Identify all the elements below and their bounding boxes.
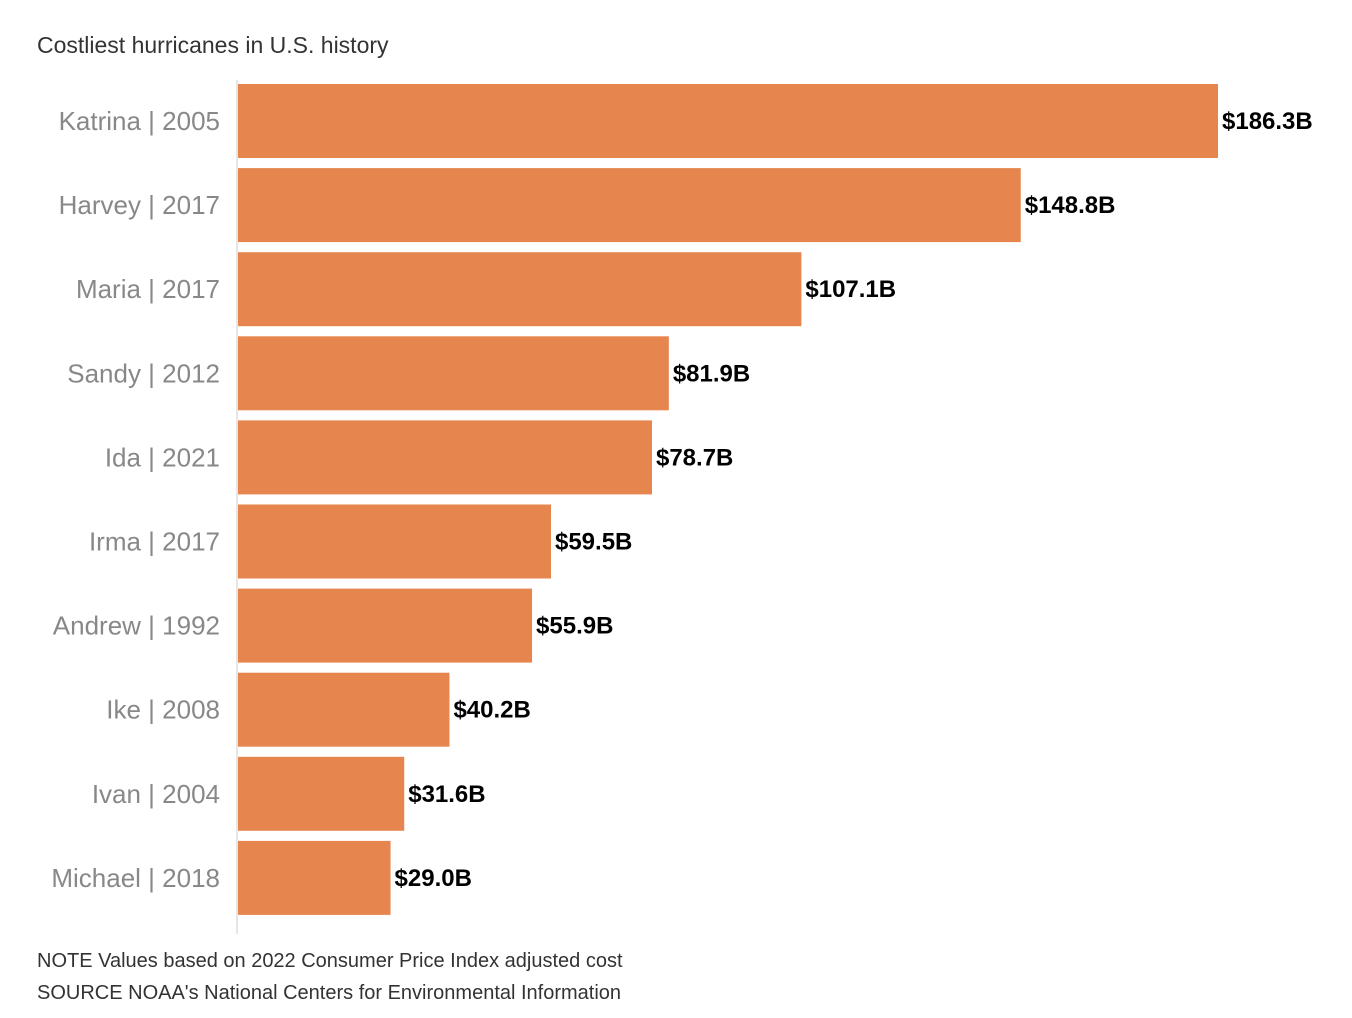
category-label: Andrew | 1992 — [53, 611, 220, 641]
category-label: Maria | 2017 — [76, 274, 220, 304]
data-label: $59.5B — [555, 529, 632, 556]
data-label: $78.7B — [656, 444, 733, 471]
category-label: Ike | 2008 — [106, 695, 220, 725]
chart-title: Costliest hurricanes in U.S. history — [37, 32, 389, 58]
bar — [238, 420, 652, 495]
data-label: $31.6B — [408, 781, 485, 808]
bar — [238, 672, 450, 747]
chart-note: NOTE Values based on 2022 Consumer Price… — [37, 950, 623, 972]
category-label: Harvey | 2017 — [59, 190, 220, 220]
category-label: Sandy | 2012 — [67, 358, 220, 388]
bar — [238, 840, 391, 915]
bar — [238, 336, 669, 411]
data-label: $81.9B — [673, 360, 750, 387]
chart-source: SOURCE NOAA's National Centers for Envir… — [37, 982, 622, 1004]
bar — [238, 84, 1218, 158]
bar — [238, 168, 1021, 243]
data-label: $29.0B — [395, 865, 472, 892]
data-label: $186.3B — [1222, 108, 1313, 135]
category-label: Katrina | 2005 — [59, 106, 220, 136]
bar — [238, 756, 405, 831]
data-label: $107.1B — [805, 276, 896, 303]
category-label: Irma | 2017 — [89, 527, 220, 557]
category-label: Michael | 2018 — [51, 863, 220, 893]
data-label: $148.8B — [1025, 192, 1116, 219]
bar — [238, 588, 533, 663]
category-label: Ivan | 2004 — [92, 779, 220, 809]
data-label: $40.2B — [453, 697, 530, 724]
bar — [238, 504, 551, 579]
bar — [238, 252, 802, 327]
category-label: Ida | 2021 — [105, 442, 220, 472]
data-label: $55.9B — [536, 613, 613, 640]
